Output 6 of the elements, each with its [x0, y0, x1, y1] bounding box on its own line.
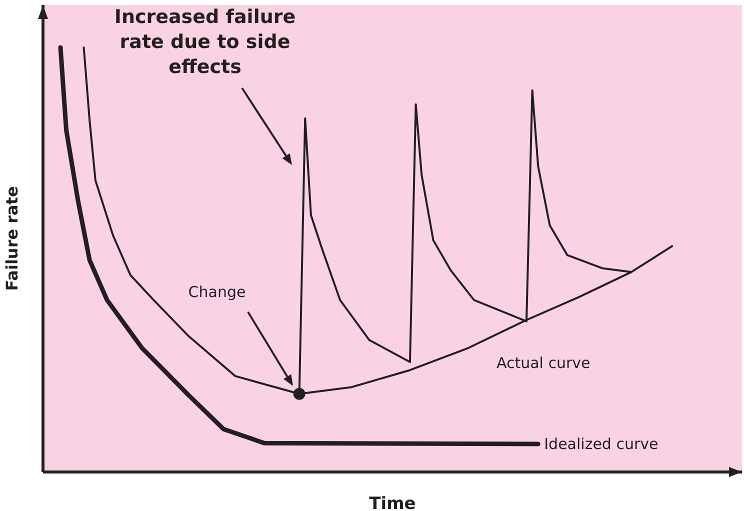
- annotation: Change: [188, 283, 246, 301]
- series-label: Actual curve: [496, 354, 590, 372]
- annotation: Increased failure rate due to side effects: [114, 6, 296, 78]
- x-axis-title: Time: [369, 494, 416, 511]
- y-axis-title: Failure rate: [2, 186, 22, 291]
- series-label: Idealized curve: [544, 434, 658, 453]
